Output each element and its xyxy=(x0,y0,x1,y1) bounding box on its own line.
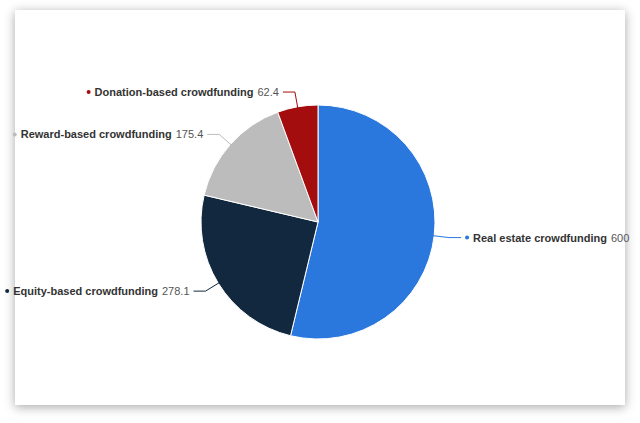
label-value: 600 xyxy=(611,232,629,244)
data-label: Reward-based crowdfunding 175.4 xyxy=(21,128,204,140)
connector xyxy=(194,282,220,291)
label-dot xyxy=(13,132,17,136)
label-value: 62.4 xyxy=(258,86,279,98)
label-name: Real estate crowdfunding xyxy=(473,232,607,244)
label-dot xyxy=(465,236,469,240)
chart: Real estate crowdfunding 600 Equity-based … xyxy=(0,0,640,423)
connector xyxy=(432,236,461,238)
data-label: Equity-based crowdfunding 278.1 xyxy=(13,285,189,297)
label-name: Equity-based crowdfunding xyxy=(13,285,158,297)
data-label: Real estate crowdfunding 600 xyxy=(473,232,629,244)
label-dot xyxy=(5,289,9,293)
data-label: Donation-based crowdfunding 62.4 xyxy=(95,86,279,98)
slice xyxy=(278,105,318,222)
label-value: 278.1 xyxy=(162,285,190,297)
label-dot xyxy=(87,90,91,94)
label-value: 175.4 xyxy=(176,128,204,140)
label-name: Donation-based crowdfunding xyxy=(95,86,254,98)
labels: Real estate crowdfunding 600 Equity-based … xyxy=(5,86,629,297)
slices xyxy=(201,105,435,339)
label-name: Reward-based crowdfunding xyxy=(21,128,172,140)
connector xyxy=(283,92,298,109)
connector xyxy=(207,134,232,145)
